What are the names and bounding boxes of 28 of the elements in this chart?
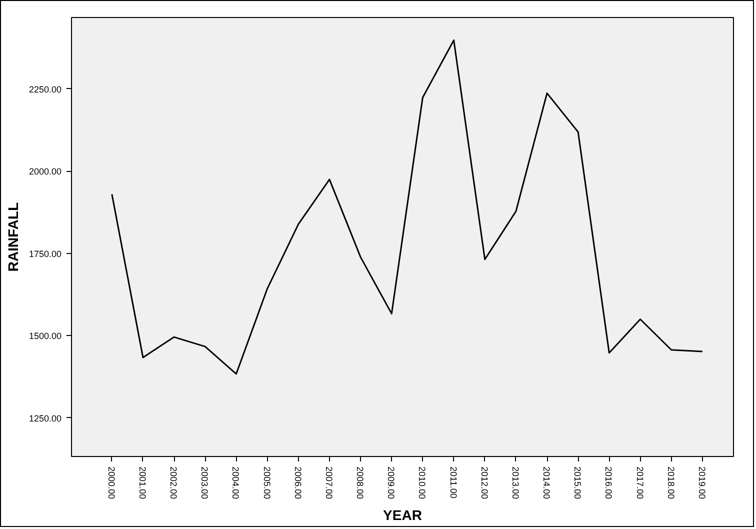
y-axis-title: RAINFALL xyxy=(4,202,21,272)
y-tick-label: 1750.00 xyxy=(28,248,62,259)
x-tick-label: 2001.00 xyxy=(137,466,148,500)
x-tick-label: 2013.00 xyxy=(510,466,520,500)
y-tick-label: 2000.00 xyxy=(28,166,62,177)
line-series xyxy=(111,39,704,375)
x-tick-label: 2005.00 xyxy=(262,466,272,500)
y-tick-label: 2250.00 xyxy=(28,84,62,94)
x-tick-label: 2008.00 xyxy=(355,466,366,500)
x-tick-label: 2003.00 xyxy=(200,466,210,500)
x-tick-label: 2004.00 xyxy=(230,466,241,500)
x-tick-label: 2000.00 xyxy=(106,466,116,500)
y-tick-label: 1250.00 xyxy=(28,413,62,424)
x-tick-label: 2016.00 xyxy=(604,466,614,500)
x-tick-label: 2011.00 xyxy=(448,466,458,498)
x-tick-label: 2018.00 xyxy=(666,466,676,500)
x-tick-label: 2015.00 xyxy=(572,466,583,500)
x-tick-label: 2010.00 xyxy=(417,466,428,500)
x-tick-label: 2006.00 xyxy=(292,466,303,500)
x-tick-label: 2002.00 xyxy=(168,466,179,500)
x-tick-label: 2014.00 xyxy=(542,466,552,500)
x-tick-label: 2017.00 xyxy=(634,466,645,500)
x-tick-label: 2007.00 xyxy=(324,466,334,500)
x-tick-label: 2012.00 xyxy=(479,466,490,500)
x-axis-title: YEAR xyxy=(383,507,422,524)
x-tick-label: 2019.00 xyxy=(696,466,707,500)
x-tick-label: 2009.00 xyxy=(386,466,396,500)
y-tick-label: 1500.00 xyxy=(28,331,62,342)
